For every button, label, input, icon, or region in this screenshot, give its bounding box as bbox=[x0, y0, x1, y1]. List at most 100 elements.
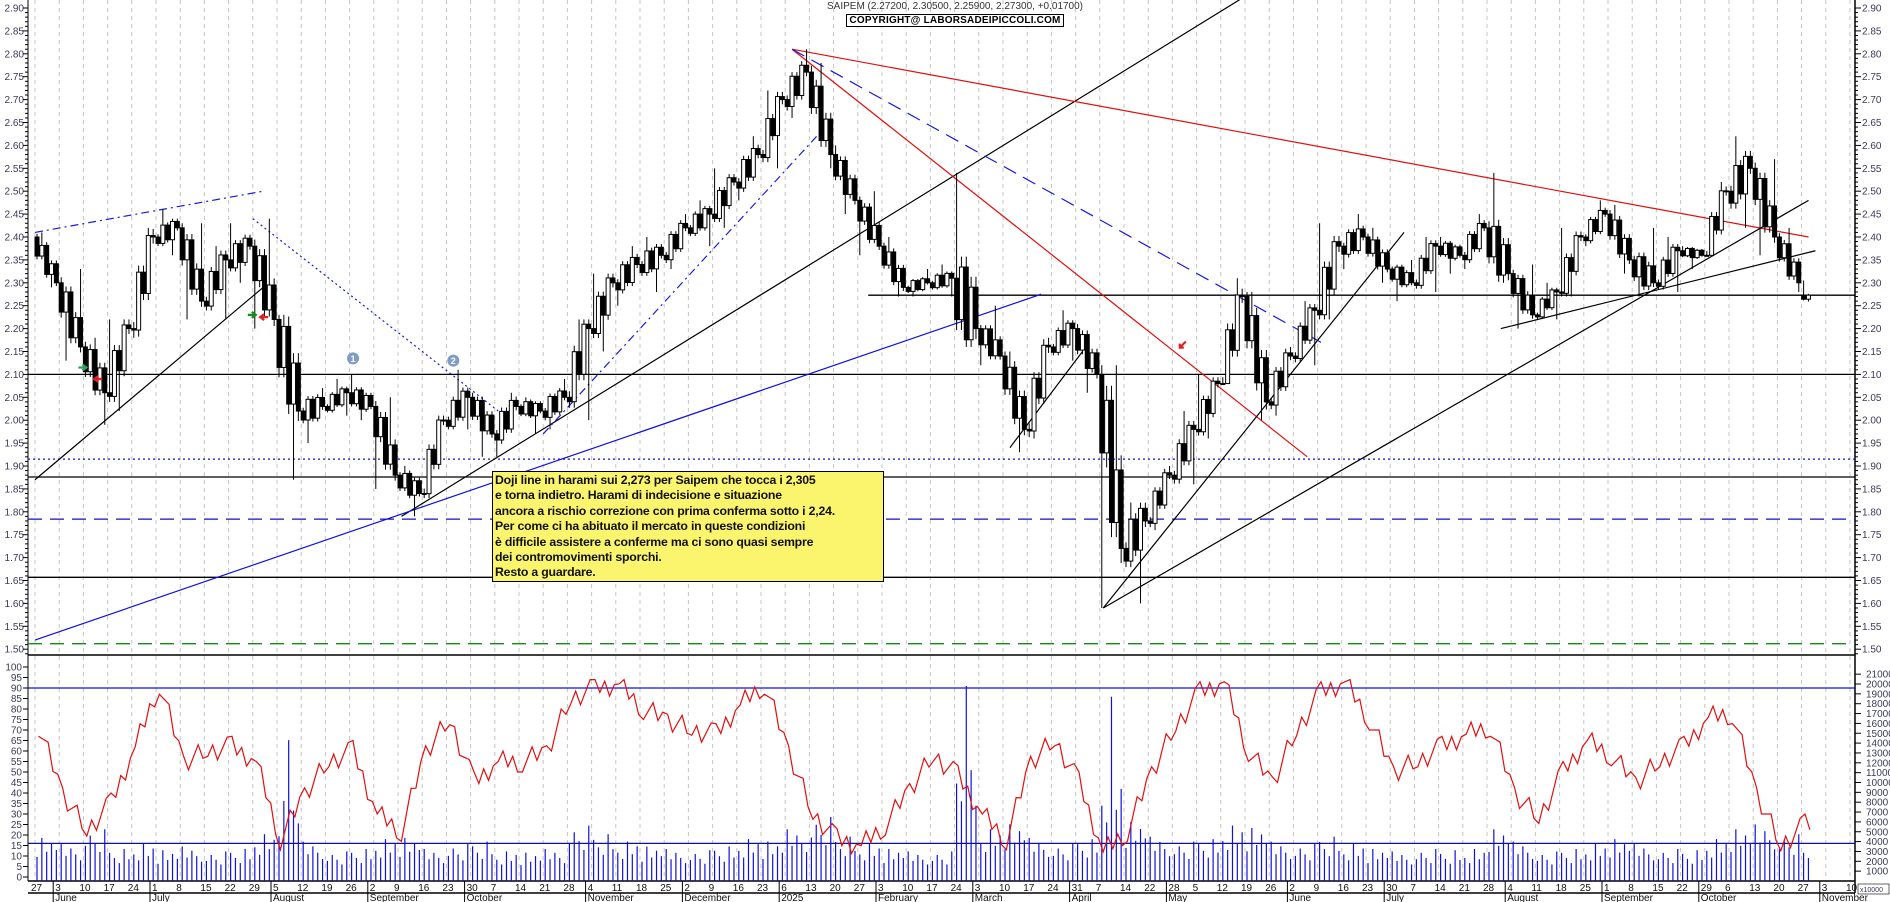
candle-body bbox=[1723, 190, 1729, 193]
candle-body bbox=[576, 351, 582, 375]
date-tick-label: 18 bbox=[1556, 883, 1568, 894]
candle-body bbox=[305, 398, 311, 421]
price-tick-label-right: 1.55 bbox=[1862, 622, 1882, 633]
candle-body bbox=[1568, 257, 1574, 272]
date-tick-label: 6 bbox=[781, 883, 787, 894]
candle-body bbox=[542, 410, 548, 418]
candle-body bbox=[1452, 246, 1458, 259]
candle-body bbox=[552, 395, 558, 413]
candle-body bbox=[1389, 268, 1395, 280]
month-label: 2025 bbox=[781, 893, 804, 902]
candle-body bbox=[1418, 257, 1424, 286]
volume-bars bbox=[36, 685, 1810, 881]
arrow-left-icon bbox=[92, 375, 103, 383]
date-tick-label: 9 bbox=[709, 883, 715, 894]
candle-body bbox=[431, 448, 437, 465]
month-label: August bbox=[273, 893, 304, 902]
candle-body bbox=[1592, 219, 1598, 233]
month-label: June bbox=[1289, 893, 1311, 902]
copyright-text: COPYRIGHT@ LABORSADEIPICCOLI.COM bbox=[846, 14, 1064, 27]
date-tick-label: 5 bbox=[273, 883, 279, 894]
candle-body bbox=[353, 389, 359, 405]
candle-body bbox=[557, 390, 563, 413]
date-tick-label: 23 bbox=[757, 883, 769, 894]
candle-body bbox=[1699, 249, 1705, 256]
price-tick-label-right: 1.75 bbox=[1862, 530, 1882, 541]
candle-body bbox=[1539, 298, 1545, 318]
candle-body bbox=[1447, 242, 1453, 259]
candle-body bbox=[426, 448, 432, 495]
circle-marker-icon bbox=[347, 352, 360, 365]
oscillator-tick-label: 65 bbox=[11, 736, 23, 747]
candle-body bbox=[170, 220, 176, 241]
candle-body bbox=[465, 390, 471, 398]
trendline bbox=[791, 48, 1322, 343]
candle-body bbox=[842, 160, 848, 195]
candle-body bbox=[1428, 243, 1434, 272]
candle-body bbox=[1196, 428, 1202, 433]
note-line: Doji line in harami sui 2,273 per Saipem… bbox=[495, 473, 816, 487]
candle-body bbox=[392, 444, 398, 476]
price-tick-label-left: 2.25 bbox=[5, 301, 25, 312]
note-line: Per come ci ha abituato il mercato in qu… bbox=[495, 519, 806, 534]
candle-body bbox=[1152, 490, 1158, 524]
volume-tick-label: 13000 bbox=[1866, 748, 1890, 759]
candle-body bbox=[900, 267, 906, 288]
candle-body bbox=[1210, 380, 1216, 414]
candle-body bbox=[320, 396, 326, 407]
trendline bbox=[34, 293, 1042, 641]
oscillator-tick-label: 55 bbox=[11, 757, 23, 768]
volume-tick-label: 15000 bbox=[1866, 729, 1890, 740]
candle-body bbox=[1713, 215, 1719, 231]
candle-body bbox=[160, 224, 166, 244]
oscillator-tick-label: 100 bbox=[5, 663, 22, 674]
volume-tick-label: 2000 bbox=[1866, 857, 1889, 868]
candle-body bbox=[1496, 225, 1502, 276]
month-label: March bbox=[975, 893, 1003, 902]
date-tick-label: 26 bbox=[346, 883, 358, 894]
candle-body bbox=[581, 323, 587, 375]
candle-body bbox=[479, 399, 485, 432]
date-tick-label: 2 bbox=[684, 883, 690, 894]
candle-body bbox=[73, 317, 79, 339]
candle-body bbox=[1554, 289, 1560, 293]
candle-body bbox=[44, 244, 50, 275]
candle-body bbox=[1675, 246, 1681, 252]
price-tick-label-left: 1.90 bbox=[5, 462, 25, 473]
candle-body bbox=[789, 75, 795, 107]
date-tick-label: 24 bbox=[128, 883, 140, 894]
candle-body bbox=[281, 325, 287, 368]
candle-body bbox=[1757, 177, 1763, 200]
candle-body bbox=[1176, 443, 1182, 480]
candle-body bbox=[49, 263, 55, 275]
candle-body bbox=[397, 474, 403, 489]
candle-body bbox=[760, 154, 766, 159]
date-tick-label: 10 bbox=[902, 883, 914, 894]
date-tick-label: 19 bbox=[1241, 883, 1253, 894]
candle-body bbox=[668, 233, 674, 261]
candles bbox=[34, 49, 1811, 608]
candle-body bbox=[925, 278, 931, 284]
candle-body bbox=[1471, 233, 1477, 250]
candle-body bbox=[1602, 209, 1608, 215]
date-tick-label: 14 bbox=[1120, 883, 1132, 894]
price-tick-label-right: 2.85 bbox=[1862, 26, 1882, 37]
copyright-banner: COPYRIGHT@ LABORSADEIPICCOLI.COM bbox=[10, 14, 1890, 27]
candle-body bbox=[808, 71, 814, 109]
note-line: dei contromovimenti sporchi. bbox=[495, 550, 662, 565]
candle-body bbox=[92, 349, 98, 391]
candle-body bbox=[1476, 222, 1482, 250]
candle-body bbox=[1147, 520, 1153, 524]
date-tick-label: 7 bbox=[1410, 883, 1416, 894]
candle-body bbox=[402, 472, 408, 489]
price-tick-label-left: 2.05 bbox=[5, 393, 25, 404]
trendline bbox=[1102, 232, 1405, 609]
candle-body bbox=[412, 480, 418, 496]
candle-body bbox=[1268, 401, 1274, 406]
candle-body bbox=[363, 394, 369, 410]
candle-body bbox=[1597, 209, 1603, 233]
date-tick-label: 12 bbox=[1217, 883, 1229, 894]
candle-body bbox=[663, 254, 669, 261]
candle-body bbox=[1612, 219, 1618, 237]
